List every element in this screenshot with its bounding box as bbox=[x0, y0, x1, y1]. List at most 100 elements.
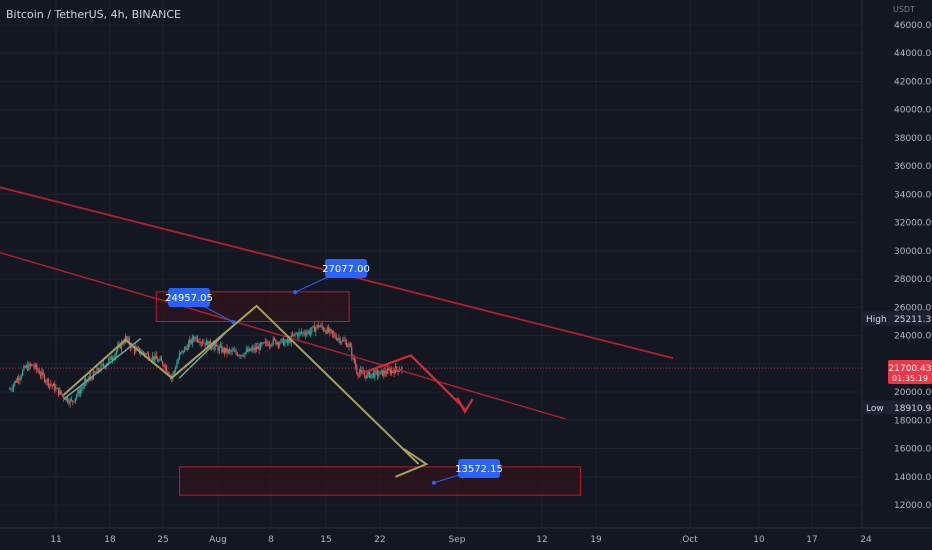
candle-body bbox=[48, 383, 51, 386]
candle-body bbox=[73, 401, 75, 402]
last-price-value: 21700.43 bbox=[889, 364, 932, 374]
candle-body bbox=[369, 371, 371, 378]
candle-body bbox=[83, 382, 85, 387]
candle-body bbox=[349, 343, 352, 348]
candle-body bbox=[72, 400, 74, 402]
label-text: 24957.05 bbox=[165, 293, 213, 304]
price-label-2[interactable]: 27077.00 bbox=[293, 259, 370, 295]
red-projection-path bbox=[356, 354, 466, 410]
candle-body bbox=[75, 395, 78, 399]
candle-body bbox=[348, 343, 350, 347]
candle-body bbox=[303, 332, 305, 334]
candle-body bbox=[15, 381, 17, 383]
candle-body bbox=[286, 339, 289, 343]
candle-body bbox=[32, 364, 34, 366]
candle-body bbox=[120, 342, 123, 349]
candle-body bbox=[222, 348, 224, 352]
candle-body bbox=[212, 348, 214, 350]
candle-body bbox=[216, 344, 218, 347]
candle-body bbox=[11, 388, 13, 390]
candle-body bbox=[230, 350, 232, 352]
candle-body bbox=[203, 342, 205, 344]
time-tick-label: 8 bbox=[268, 535, 274, 545]
time-tick-label: 17 bbox=[806, 535, 817, 545]
candle-body bbox=[162, 361, 164, 365]
candle-body bbox=[56, 388, 58, 389]
candle-body bbox=[375, 370, 377, 372]
candle-body bbox=[187, 343, 190, 350]
candle-body bbox=[264, 341, 267, 343]
candle-body bbox=[198, 341, 200, 343]
candle-body bbox=[306, 332, 308, 336]
label-anchor-dot bbox=[432, 480, 436, 485]
candle-body bbox=[338, 338, 340, 340]
candle-body bbox=[165, 365, 168, 372]
candle-body bbox=[185, 347, 187, 349]
label-box bbox=[325, 259, 367, 278]
price-label-1[interactable]: 24957.05 bbox=[165, 288, 236, 325]
candle-body bbox=[70, 399, 73, 401]
candle-body bbox=[284, 341, 286, 346]
candle-body bbox=[370, 374, 372, 378]
price-tick-label: 26000.00 bbox=[894, 303, 932, 313]
candle-body bbox=[14, 381, 16, 385]
candle-body bbox=[394, 366, 397, 374]
candle-body bbox=[183, 347, 186, 353]
candle-body bbox=[339, 338, 341, 343]
time-tick-label: 19 bbox=[590, 535, 602, 545]
candle-body bbox=[225, 347, 227, 353]
candle-body bbox=[257, 346, 259, 350]
candle-body bbox=[267, 343, 269, 346]
candle-body bbox=[237, 355, 240, 357]
candle-body bbox=[241, 355, 244, 356]
candle-body bbox=[273, 338, 276, 340]
candle-body bbox=[57, 388, 60, 395]
candle-body bbox=[207, 340, 209, 348]
candle-body bbox=[217, 346, 219, 351]
price-label-3[interactable]: 13572.15 bbox=[432, 459, 503, 485]
green-channel-line bbox=[63, 337, 142, 400]
candle-body bbox=[146, 353, 148, 355]
candle-body bbox=[47, 379, 49, 386]
candle-body bbox=[240, 355, 242, 357]
candle-body bbox=[136, 347, 138, 349]
candle-body bbox=[343, 339, 345, 341]
candle-body bbox=[115, 350, 118, 354]
candle-body bbox=[50, 383, 52, 385]
candle-body bbox=[272, 338, 274, 344]
time-tick-label: 24 bbox=[860, 535, 872, 545]
last-price-tag bbox=[888, 360, 932, 385]
candle-body bbox=[393, 371, 395, 374]
candle-body bbox=[353, 355, 355, 363]
time-axis-background bbox=[0, 528, 932, 550]
time-tick-label: Oct bbox=[682, 535, 698, 545]
candle-body bbox=[249, 348, 251, 351]
candle-body bbox=[308, 330, 310, 334]
candle-body bbox=[325, 330, 327, 334]
candle-body bbox=[268, 344, 271, 346]
time-tick-label: 25 bbox=[157, 535, 168, 545]
candle-body bbox=[231, 350, 233, 352]
candle-body bbox=[182, 350, 184, 353]
candle-body bbox=[285, 339, 287, 342]
candle-body bbox=[46, 379, 48, 382]
candle-body bbox=[381, 370, 384, 376]
candle-body bbox=[141, 351, 143, 353]
candle-body bbox=[340, 341, 343, 343]
price-tick-label: 14000.00 bbox=[894, 473, 932, 483]
candle-body bbox=[16, 378, 19, 383]
candle-body bbox=[321, 325, 323, 328]
candle-body bbox=[336, 338, 339, 340]
candle-body bbox=[309, 331, 312, 334]
candle-body bbox=[270, 344, 272, 346]
candle-body bbox=[365, 375, 367, 379]
label-text: 13572.15 bbox=[455, 464, 503, 475]
candle-body bbox=[228, 349, 231, 351]
candle-body bbox=[363, 374, 366, 376]
candle-body bbox=[142, 351, 145, 354]
label-text: 27077.00 bbox=[322, 264, 370, 275]
candle-body bbox=[397, 369, 399, 372]
candle-body bbox=[127, 338, 129, 340]
time-axis: 11 18 25 Aug 8 15 22 Sep 12 19 Oct 10 17 24 bbox=[0, 527, 932, 550]
